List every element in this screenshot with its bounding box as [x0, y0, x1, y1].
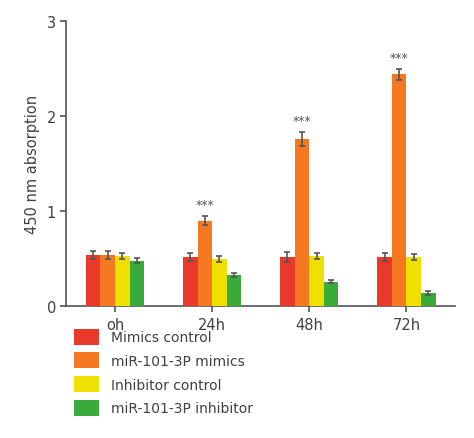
- Legend: Mimics control, miR-101-3P mimics, Inhibitor control, miR-101-3P inhibitor: Mimics control, miR-101-3P mimics, Inhib…: [74, 329, 253, 416]
- Bar: [280, 257, 295, 307]
- Bar: [115, 256, 129, 307]
- Bar: [377, 257, 392, 307]
- Bar: [100, 255, 115, 307]
- Text: ***: ***: [390, 52, 409, 64]
- Text: ***: ***: [195, 199, 214, 212]
- Bar: [198, 221, 212, 307]
- Bar: [406, 257, 421, 307]
- Bar: [212, 259, 227, 307]
- Bar: [227, 276, 241, 307]
- Y-axis label: 450 nm absorption: 450 nm absorption: [25, 95, 40, 233]
- Bar: [86, 255, 100, 307]
- Bar: [421, 293, 436, 307]
- Bar: [392, 75, 406, 307]
- Text: ***: ***: [292, 115, 311, 128]
- Bar: [129, 261, 144, 307]
- Bar: [295, 140, 309, 307]
- Bar: [183, 257, 198, 307]
- Bar: [309, 256, 324, 307]
- Bar: [324, 282, 338, 307]
